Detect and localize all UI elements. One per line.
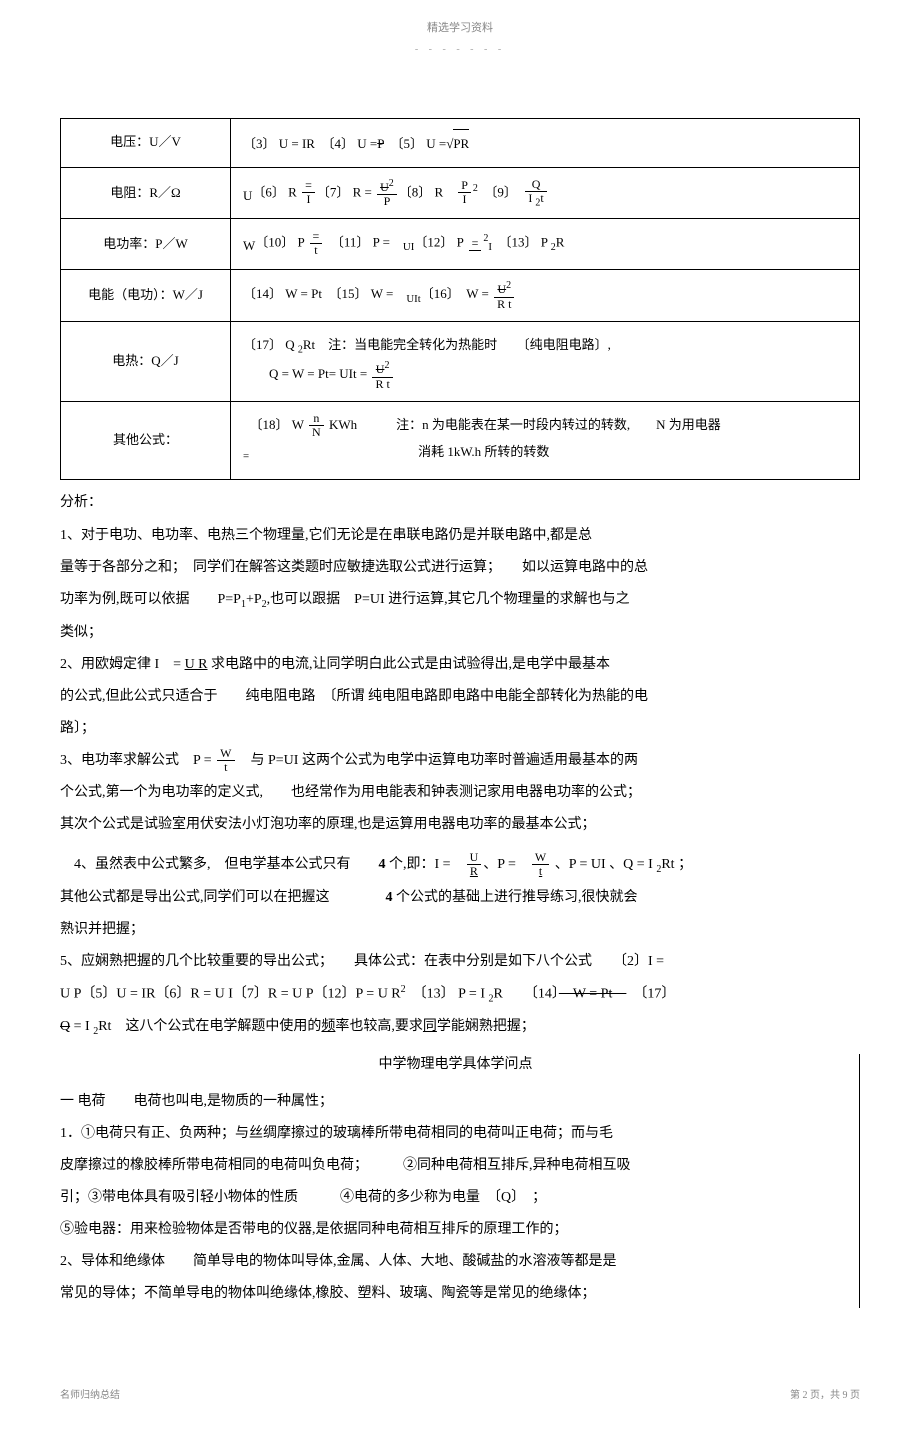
section-s4: 引；③带电体具有吸引轻小物体的性质 ④电荷的多少称为电量 〔Q〕 ； <box>60 1184 851 1212</box>
analysis-p8: 3、电功率求解公式 P = Wt 与 P=UI 这两个公式为电学中运算电功率时普… <box>60 747 860 775</box>
page-header-title: 精选学习资料 <box>60 20 860 38</box>
table-label-cell: 电压：U／V <box>61 118 231 167</box>
analysis-p2: 量等于各部分之和； 同学们在解答这类题时应敏捷选取公式进行运算； 如以运算电路中… <box>60 554 860 582</box>
section-s7: 常见的导体；不简单导电的物体叫绝缘体,橡胶、塑料、玻璃、陶瓷等是常见的绝缘体； <box>60 1280 851 1308</box>
table-label-cell: 电功率：P／W <box>61 219 231 270</box>
section-s6: 2、导体和绝缘体 简单导电的物体叫导体,金属、人体、大地、酸碱盐的水溶液等都是是 <box>60 1248 851 1276</box>
analysis-p15: U P〔5〕U = IR〔6〕R = U I〔7〕R = U P〔12〕P = … <box>60 980 860 1009</box>
analysis-p14: 5、应娴熟把握的几个比较重要的导出公式； 具体公式：在表中分别是如下八个公式 〔… <box>60 948 860 976</box>
analysis-p6: 的公式,但此公式只适合于 纯电阻电路 〔所谓 纯电阻电路即电路中电能全部转化为热… <box>60 683 860 711</box>
footer-right: 第 2 页，共 9 页 <box>790 1388 860 1404</box>
table-row: 电热：Q／J〔17〕 Q 2Rt 注：当电能完全转化为热能时 〔纯电阻电路〕, … <box>61 321 860 401</box>
analysis-p16: Q = I 2Rt 这八个公式在电学解题中使用的频率也较高,要求同学能娴熟把握； <box>60 1013 860 1042</box>
section-s2: 1．①电荷只有正、负两种；与丝绸摩擦过的玻璃棒所带电荷相同的电荷叫正电荷；而与毛 <box>60 1120 851 1148</box>
formula-table: 电压：U／V〔3〕 U = IR 〔4〕 U =P 〔5〕 U =PR电阻：R／… <box>60 118 860 480</box>
table-label-cell: 其他公式： <box>61 401 231 479</box>
table-formula-cell: 〔3〕 U = IR 〔4〕 U =P 〔5〕 U =PR <box>231 118 860 167</box>
table-row: 电压：U／V〔3〕 U = IR 〔4〕 U =P 〔5〕 U =PR <box>61 118 860 167</box>
table-row: 电功率：P／WW〔10〕 P =t 〔11〕 P = UI〔12〕 P =2I … <box>61 219 860 270</box>
analysis-p9: 个公式,第一个为电功率的定义式, 也经常作为用电能表和钟表测记家用电器电功率的公… <box>60 779 860 807</box>
analysis-p5: 2、用欧姆定律 I = U R 求电路中的电流,让同学明白此公式是由试验得出,是… <box>60 651 860 679</box>
section-s5: ⑤验电器：用来检验物体是否带电的仪器,是依据同种电荷相互排斥的原理工作的； <box>60 1216 851 1244</box>
page-footer: 名师归纳总结 第 2 页，共 9 页 <box>60 1388 860 1404</box>
analysis-heading: 分析： <box>60 492 860 514</box>
table-row: 其他公式： 〔18〕 W nN KWh 注：n 为电能表在某一时段内转过的转数,… <box>61 401 860 479</box>
section-title: 中学物理电学具体学问点 <box>60 1054 851 1076</box>
table-formula-cell: U〔6〕 R =I〔7〕 R = U2P〔8〕 R PI2 〔9〕 QI 2t <box>231 167 860 219</box>
table-formula-cell: W〔10〕 P =t 〔11〕 P = UI〔12〕 P =2I 〔13〕 P … <box>231 219 860 270</box>
table-label-cell: 电能（电功）：W／J <box>61 270 231 321</box>
table-formula-cell: 〔14〕 W = Pt 〔15〕 W = UIt〔16〕 W = U2R t <box>231 270 860 321</box>
section-s1: 一 电荷 电荷也叫电,是物质的一种属性； <box>60 1088 851 1116</box>
analysis-p11: 4、虽然表中公式繁多, 但电学基本公式只有 4 个,即：I = UR、P = W… <box>60 851 860 880</box>
table-label-cell: 电热：Q／J <box>61 321 231 401</box>
analysis-p13: 熟识并把握； <box>60 916 860 944</box>
footer-left: 名师归纳总结 <box>60 1388 120 1404</box>
table-formula-cell: 〔18〕 W nN KWh 注：n 为电能表在某一时段内转过的转数, N 为用电… <box>231 401 860 479</box>
table-formula-cell: 〔17〕 Q 2Rt 注：当电能完全转化为热能时 〔纯电阻电路〕, Q = W … <box>231 321 860 401</box>
section-s3: 皮摩擦过的橡胶棒所带电荷相同的电荷叫负电荷； ②同种电荷相互排斥,异种电荷相互吸 <box>60 1152 851 1180</box>
analysis-p3: 功率为例,既可以依据 P=P1+P2,也可以跟据 P=UI 进行运算,其它几个物… <box>60 586 860 615</box>
analysis-p1: 1、对于电功、电功率、电热三个物理量,它们无论是在串联电路仍是并联电路中,都是总 <box>60 522 860 550</box>
page-header-dashes: - - - - - - - <box>60 42 860 58</box>
analysis-p10: 其次个公式是试验室用伏安法小灯泡功率的原理,也是运算用电器电功率的最基本公式； <box>60 811 860 839</box>
table-row: 电能（电功）：W／J〔14〕 W = Pt 〔15〕 W = UIt〔16〕 W… <box>61 270 860 321</box>
analysis-p7: 路〕； <box>60 715 860 743</box>
analysis-p4: 类似； <box>60 619 860 647</box>
table-row: 电阻：R／ΩU〔6〕 R =I〔7〕 R = U2P〔8〕 R PI2 〔9〕 … <box>61 167 860 219</box>
analysis-p12: 其他公式都是导出公式,同学们可以在把握这 4 个公式的基础上进行推导练习,很快就… <box>60 884 860 912</box>
table-label-cell: 电阻：R／Ω <box>61 167 231 219</box>
